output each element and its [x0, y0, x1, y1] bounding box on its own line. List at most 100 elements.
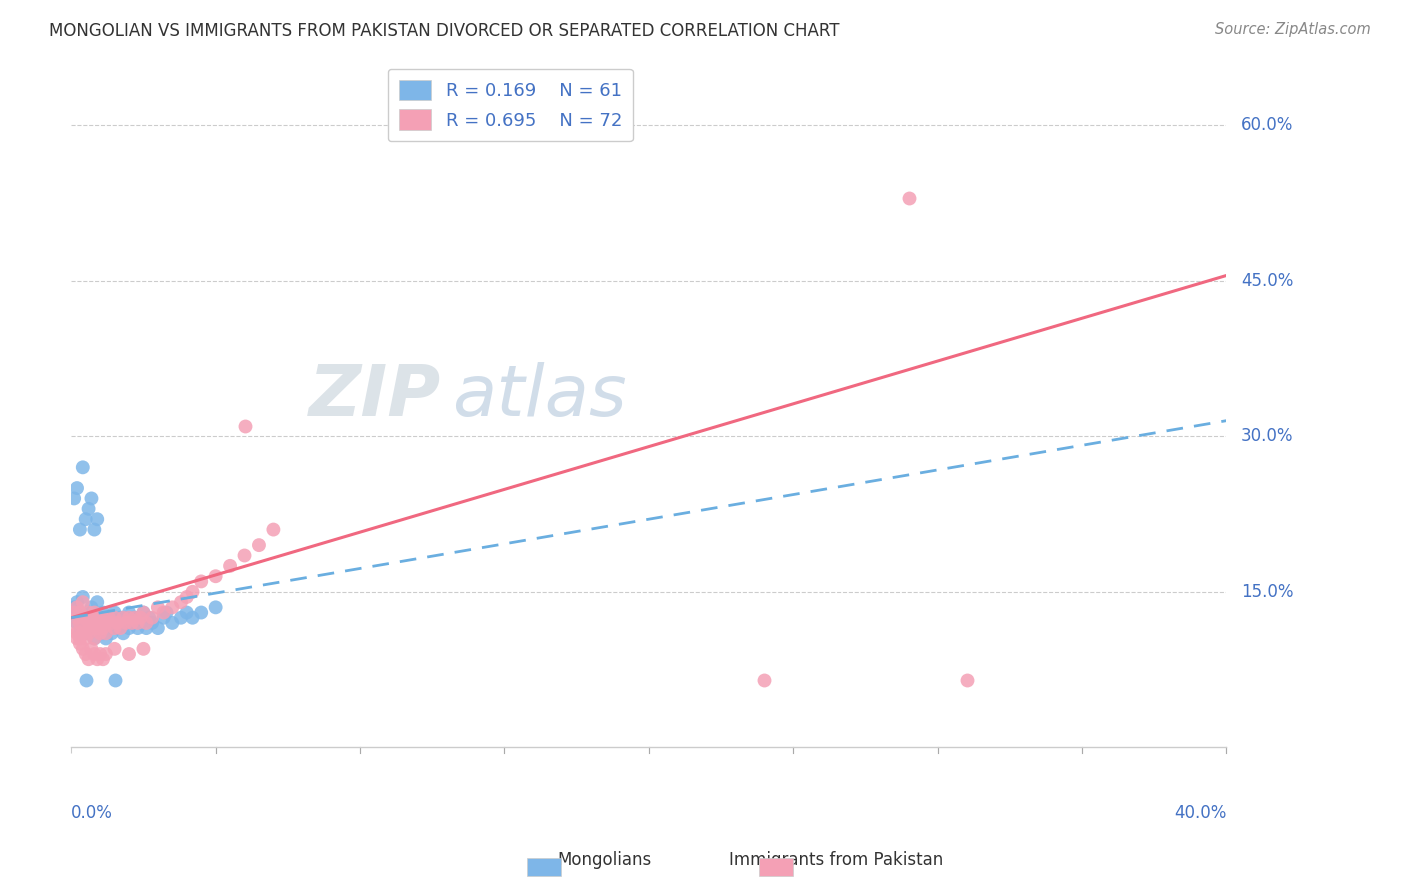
- Point: [754, 673, 776, 687]
- Point: [89, 611, 111, 625]
- Point: [72, 460, 94, 475]
- Point: [69, 637, 91, 651]
- Text: 0.0%: 0.0%: [72, 805, 112, 822]
- Point: [100, 615, 122, 630]
- Point: [97, 611, 120, 625]
- Point: [129, 615, 152, 630]
- Point: [146, 600, 169, 615]
- Point: [77, 615, 100, 630]
- Point: [66, 626, 89, 640]
- Point: [69, 632, 91, 646]
- Point: [115, 615, 138, 630]
- Point: [204, 569, 226, 583]
- Point: [75, 673, 97, 687]
- Point: [233, 549, 256, 563]
- Point: [118, 621, 141, 635]
- Point: [86, 615, 108, 630]
- Point: [89, 647, 111, 661]
- Point: [219, 558, 242, 573]
- Point: [63, 606, 86, 620]
- Point: [69, 606, 91, 620]
- Point: [118, 611, 141, 625]
- Point: [112, 611, 135, 625]
- Point: [181, 584, 204, 599]
- Point: [176, 606, 198, 620]
- Point: [75, 611, 97, 625]
- Point: [141, 611, 163, 625]
- Point: [127, 615, 149, 630]
- Point: [94, 615, 117, 630]
- Point: [83, 523, 105, 537]
- Point: [103, 606, 125, 620]
- Point: [75, 512, 97, 526]
- Point: [94, 632, 117, 646]
- Point: [103, 641, 125, 656]
- Point: [124, 611, 146, 625]
- Point: [75, 647, 97, 661]
- Point: [75, 621, 97, 635]
- Point: [112, 626, 135, 640]
- Point: [118, 606, 141, 620]
- Point: [91, 611, 114, 625]
- Point: [94, 615, 117, 630]
- Point: [190, 574, 212, 589]
- Point: [63, 491, 86, 506]
- Point: [135, 621, 157, 635]
- Point: [83, 632, 105, 646]
- Point: [121, 615, 143, 630]
- Point: [69, 606, 91, 620]
- Point: [170, 595, 193, 609]
- Text: ZIP: ZIP: [309, 362, 441, 432]
- Text: Mongolians: Mongolians: [557, 851, 652, 869]
- Point: [97, 621, 120, 635]
- Point: [103, 615, 125, 630]
- Point: [135, 615, 157, 630]
- Point: [94, 647, 117, 661]
- Point: [63, 600, 86, 615]
- Point: [75, 621, 97, 635]
- Text: 45.0%: 45.0%: [1241, 272, 1294, 290]
- Point: [77, 652, 100, 666]
- Point: [162, 615, 184, 630]
- Point: [132, 606, 155, 620]
- Point: [89, 621, 111, 635]
- Point: [124, 611, 146, 625]
- Point: [115, 611, 138, 625]
- Point: [69, 523, 91, 537]
- Text: 40.0%: 40.0%: [1174, 805, 1226, 822]
- Point: [262, 523, 284, 537]
- Point: [86, 595, 108, 609]
- Point: [80, 491, 103, 506]
- Point: [83, 647, 105, 661]
- Text: Immigrants from Pakistan: Immigrants from Pakistan: [730, 851, 943, 869]
- Point: [89, 615, 111, 630]
- Point: [80, 611, 103, 625]
- Point: [91, 621, 114, 635]
- Point: [181, 611, 204, 625]
- Point: [86, 611, 108, 625]
- Point: [152, 606, 174, 620]
- Legend: R = 0.169    N = 61, R = 0.695    N = 72: R = 0.169 N = 61, R = 0.695 N = 72: [388, 69, 633, 141]
- Point: [72, 611, 94, 625]
- Point: [129, 611, 152, 625]
- Point: [89, 626, 111, 640]
- Point: [66, 600, 89, 615]
- Point: [132, 606, 155, 620]
- Point: [83, 632, 105, 646]
- Point: [897, 191, 920, 205]
- Point: [77, 606, 100, 620]
- Point: [107, 615, 129, 630]
- Point: [103, 621, 125, 635]
- Point: [94, 626, 117, 640]
- Point: [155, 606, 177, 620]
- Point: [162, 600, 184, 615]
- Point: [83, 606, 105, 620]
- Text: MONGOLIAN VS IMMIGRANTS FROM PAKISTAN DIVORCED OR SEPARATED CORRELATION CHART: MONGOLIAN VS IMMIGRANTS FROM PAKISTAN DI…: [49, 22, 839, 40]
- Point: [75, 632, 97, 646]
- Point: [77, 606, 100, 620]
- Point: [121, 615, 143, 630]
- Point: [127, 621, 149, 635]
- Point: [103, 611, 125, 625]
- Point: [97, 611, 120, 625]
- Point: [176, 590, 198, 604]
